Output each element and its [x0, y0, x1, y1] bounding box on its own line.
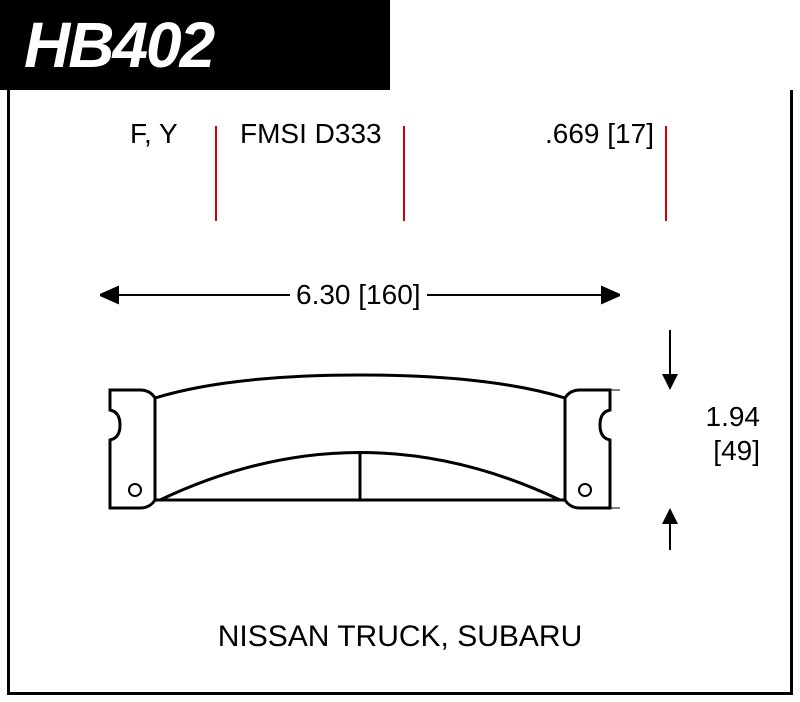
- divider-tick: [665, 126, 667, 221]
- spec-compounds: F, Y: [130, 118, 178, 150]
- width-value: 6.30 [160]: [290, 279, 427, 311]
- spec-row: F, Y FMSI D333 .669 [17]: [0, 118, 800, 158]
- divider-tick: [215, 126, 217, 221]
- height-inches: 1.94: [706, 400, 761, 434]
- header-bar: HB402: [0, 0, 390, 90]
- spec-fmsi: FMSI D333: [240, 118, 382, 150]
- width-dimension: 6.30 [160]: [100, 275, 600, 335]
- height-mm: [49]: [713, 434, 760, 468]
- part-number: HB402: [24, 8, 213, 82]
- brake-pad-outline: [100, 370, 620, 530]
- height-mm-val: 49: [721, 435, 752, 466]
- height-dimension: [640, 330, 700, 550]
- spec-thickness: .669 [17]: [545, 118, 654, 150]
- application-label: NISSAN TRUCK, SUBARU: [0, 620, 800, 654]
- divider-tick: [403, 126, 405, 221]
